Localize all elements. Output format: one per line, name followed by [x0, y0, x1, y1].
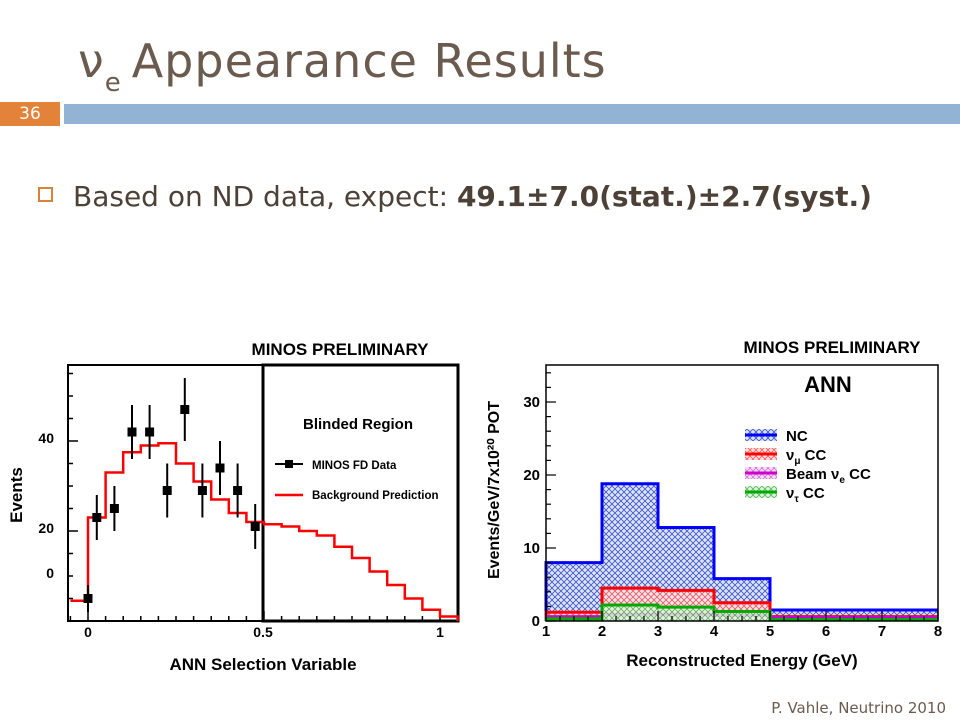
legend-data-marker: [285, 460, 293, 468]
right-xtick-label: 6: [822, 623, 830, 640]
bullet-prefix: Based on ND data, expect:: [73, 180, 449, 213]
bar-numu-cc: [714, 602, 770, 621]
data-point-marker: [145, 427, 155, 437]
right-xtick-label: 8: [934, 623, 942, 640]
title-text: Appearance Results: [131, 34, 607, 88]
bar-nutau-cc: [602, 604, 658, 621]
right-xtick-label: 2: [598, 623, 606, 640]
left-y-ticks: [68, 372, 78, 622]
data-point-marker: [233, 486, 243, 495]
right-xtick-label: 5: [766, 623, 774, 640]
blinded-region-box: [261, 363, 460, 623]
right-xtick-label: 1: [542, 623, 550, 640]
footer-credit: P. Vahle, Neutrino 2010: [771, 699, 946, 717]
background-prediction-line: [70, 442, 459, 621]
bar-nc: [770, 610, 938, 621]
left-y-axis-label: Events: [7, 467, 26, 523]
left-xtick-label-0: 0: [84, 624, 92, 640]
bar-beam-nue-cc: [770, 617, 938, 621]
left-ytick-label-40: 40: [38, 430, 54, 446]
data-point-marker: [109, 504, 119, 513]
right-xtick-label: 7: [878, 623, 886, 640]
bar-nutau-cc: [658, 607, 714, 621]
right-ytick-label: 0: [532, 613, 540, 630]
right-plot-frame: [545, 364, 939, 622]
blinded-region-label: Blinded Region: [303, 416, 413, 433]
title-symbol: ν: [78, 34, 105, 88]
bar-beam-nue-cc: [602, 614, 658, 621]
bar-nc: [546, 562, 602, 621]
data-point-marker: [197, 486, 207, 495]
legend-swatch-numu-cc: [745, 448, 777, 460]
bullet-box-icon: [38, 187, 53, 202]
bullet-value: 49.1±7.0(stat.)±2.7(syst.): [456, 180, 872, 213]
legend-background-label: Background Prediction: [312, 490, 439, 502]
outline-nutau-cc: [544, 603, 938, 622]
legend-swatch-nutau-cc: [745, 486, 777, 498]
left-xtick-label-1: 1: [436, 624, 444, 640]
title-subscript: e: [104, 68, 122, 98]
data-point-marker: [215, 463, 225, 473]
left-chart-title: MINOS PRELIMINARY: [252, 340, 430, 359]
legend-label-nc: NC: [786, 428, 808, 445]
slide-title: νe Appearance Results: [78, 34, 607, 98]
legend-label-nutau-cc: ντ CC: [786, 485, 825, 505]
data-point-marker: [250, 522, 260, 531]
bar-nutau-cc: [714, 611, 770, 621]
legend-swatch-nc: [745, 429, 777, 441]
left-x-axis-label: ANN Selection Variable: [169, 655, 356, 674]
legend-swatch-beam-nue-cc: [745, 467, 777, 479]
bar-beam-nue-cc: [546, 616, 602, 621]
left-xtick-label-05: 0.5: [253, 624, 273, 640]
bar-nc: [714, 578, 770, 621]
legend-data-label: MINOS FD Data: [312, 460, 397, 472]
bar-numu-cc: [546, 612, 602, 621]
outline-nc: [544, 482, 938, 621]
data-point-marker: [83, 594, 93, 603]
left-x-ticks: [69, 611, 441, 621]
outline-numu-cc: [544, 586, 938, 621]
legend-label-beam-nue-cc: Beam νe CC: [786, 466, 871, 486]
right-ytick-label: 30: [523, 394, 540, 411]
right-bars: [544, 482, 938, 622]
left-ytick-label-20: 20: [38, 520, 54, 536]
right-xtick-label: 3: [654, 623, 662, 640]
right-chart-subtitle: ANN: [804, 372, 852, 397]
left-plot-frame: [67, 364, 459, 622]
bar-numu-cc: [602, 588, 658, 621]
right-y-axis-label: Events/GeV/7x10²⁰ POT: [486, 401, 503, 579]
right-x-ticks: [545, 611, 939, 621]
data-point-marker: [127, 427, 137, 437]
bar-nc: [658, 527, 714, 621]
right-ytick-label: 20: [523, 467, 540, 484]
right-ytick-label: 10: [523, 540, 540, 557]
bar-nutau-cc: [770, 619, 938, 621]
bar-nutau-cc: [546, 618, 602, 621]
slide-number: 36: [0, 102, 60, 126]
bar-numu-cc: [658, 590, 714, 621]
bullet-item: Based on ND data, expect: 49.1±7.0(stat.…: [38, 180, 872, 213]
bar-nc: [602, 483, 658, 621]
header-bar: [64, 104, 960, 124]
right-xtick-label: 4: [710, 623, 719, 640]
left-ytick-label-0: 0: [46, 565, 54, 581]
right-chart-title: MINOS PRELIMINARY: [744, 338, 922, 357]
right-y-ticks: [546, 372, 556, 622]
data-point-marker: [180, 405, 190, 414]
bar-beam-nue-cc: [658, 614, 714, 621]
fd-data-points: [83, 378, 260, 612]
right-x-axis-label: Reconstructed Energy (GeV): [626, 651, 857, 670]
bar-numu-cc: [770, 616, 938, 621]
legend-label-numu-cc: νμ CC: [786, 447, 826, 467]
bar-beam-nue-cc: [714, 615, 770, 621]
outline-beam-nue-cc: [544, 612, 938, 621]
right-x-tick-labels: 1 2 3 4 5 6 7 8: [542, 623, 942, 640]
data-point-marker: [162, 486, 172, 495]
data-point-marker: [92, 513, 102, 522]
right-y-tick-labels: 0 10 20 30: [523, 394, 540, 630]
